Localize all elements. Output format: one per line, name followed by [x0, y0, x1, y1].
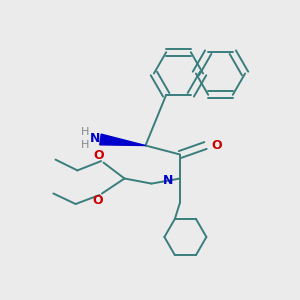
Text: H: H — [81, 127, 89, 137]
Polygon shape — [100, 134, 146, 146]
Text: H: H — [81, 140, 89, 150]
Text: N: N — [163, 173, 173, 187]
Text: O: O — [94, 149, 104, 162]
Text: N: N — [90, 132, 100, 145]
Text: O: O — [92, 194, 103, 207]
Text: O: O — [211, 139, 221, 152]
